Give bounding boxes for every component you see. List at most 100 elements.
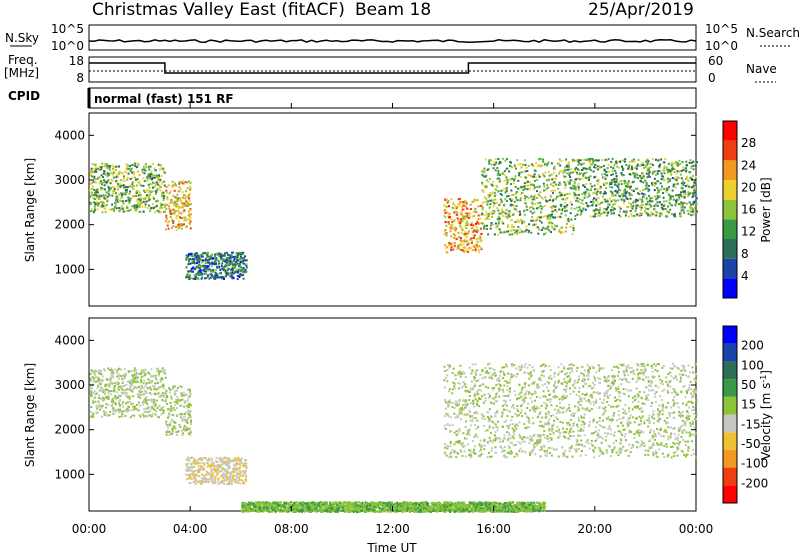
echo-point — [158, 207, 161, 210]
echo-point — [686, 195, 689, 198]
echo-point — [656, 180, 659, 183]
echo-point — [559, 170, 562, 173]
echo-point — [693, 452, 696, 455]
echo-point — [598, 203, 601, 206]
echo-point — [105, 414, 108, 417]
echo-point — [466, 220, 468, 223]
echo-point — [505, 431, 508, 434]
echo-point — [597, 434, 600, 437]
echo-point — [90, 369, 93, 372]
echo-point — [103, 184, 106, 187]
echo-point — [627, 180, 630, 183]
echo-point — [172, 222, 175, 225]
echo-point — [481, 222, 484, 225]
echo-point — [632, 369, 635, 372]
echo-point — [450, 451, 453, 454]
echo-point — [144, 407, 147, 410]
echo-point — [580, 439, 583, 442]
echo-point — [185, 195, 188, 198]
echo-point — [482, 415, 485, 418]
echo-point — [107, 186, 110, 189]
echo-point — [571, 160, 574, 163]
echo-point — [610, 420, 613, 423]
echo-point — [241, 257, 244, 260]
echo-point — [154, 206, 157, 208]
echo-point — [691, 178, 693, 180]
echo-point — [154, 374, 157, 377]
echo-point — [497, 233, 500, 236]
echo-point — [629, 193, 632, 196]
echo-point — [481, 183, 484, 186]
echo-point — [567, 161, 570, 163]
echo-point — [147, 399, 150, 401]
colorbar-swatch — [723, 160, 737, 180]
echo-point — [584, 167, 587, 170]
echo-point — [243, 465, 246, 467]
freq-tick-bottom: 8 — [76, 71, 84, 85]
echo-point — [546, 226, 549, 229]
echo-point — [503, 372, 505, 375]
echo-point — [114, 204, 117, 207]
echo-point — [138, 198, 141, 201]
echo-point — [116, 371, 119, 374]
date-label: 25/Apr/2019 — [588, 0, 694, 20]
echo-point — [582, 174, 585, 177]
echo-point — [180, 223, 183, 225]
echo-point — [189, 254, 192, 257]
echo-point — [194, 252, 197, 255]
echo-point — [198, 458, 201, 461]
echo-point — [646, 163, 649, 166]
echo-point — [191, 456, 194, 459]
echo-point — [667, 205, 669, 208]
echo-point — [132, 408, 135, 411]
echo-point — [239, 255, 242, 258]
echo-point — [476, 230, 478, 233]
echo-point — [576, 171, 579, 174]
echo-point — [240, 251, 242, 254]
echo-point — [109, 381, 112, 384]
echo-point — [222, 475, 225, 478]
echo-point — [185, 200, 188, 203]
echo-point — [195, 256, 198, 259]
echo-point — [191, 252, 194, 255]
echo-point — [120, 205, 123, 208]
echo-point — [160, 378, 163, 381]
echo-point — [188, 273, 191, 276]
echo-point — [593, 166, 596, 169]
echo-point — [676, 402, 679, 405]
echo-point — [213, 261, 216, 264]
echo-point — [646, 159, 649, 162]
echo-point — [540, 374, 543, 377]
echo-point — [155, 191, 158, 194]
echo-point — [661, 380, 664, 383]
echo-point — [682, 451, 685, 454]
echo-point — [479, 384, 482, 387]
echo-point — [651, 172, 654, 175]
echo-point — [90, 167, 93, 170]
echo-point — [186, 187, 189, 190]
echo-point — [583, 172, 586, 175]
echo-point — [643, 166, 645, 169]
echo-point — [476, 199, 479, 202]
echo-point — [91, 376, 94, 379]
echo-point — [670, 169, 673, 172]
echo-point — [656, 211, 659, 214]
echo-point — [128, 406, 130, 409]
echo-point — [691, 192, 694, 195]
echo-point — [496, 173, 499, 176]
colorbar-swatch — [723, 121, 737, 141]
echo-point — [666, 181, 669, 184]
echo-point — [609, 186, 612, 188]
echo-point — [185, 468, 188, 471]
power-colorbar-label: Power [dB] — [759, 177, 773, 242]
echo-point — [638, 193, 641, 196]
echo-point — [523, 195, 526, 198]
echo-point — [521, 222, 524, 225]
echo-point — [194, 460, 197, 463]
echo-point — [150, 170, 153, 173]
echo-point — [185, 225, 188, 228]
echo-point — [166, 203, 168, 206]
echo-point — [639, 179, 642, 182]
echo-point — [482, 171, 485, 174]
echo-point — [189, 258, 192, 261]
